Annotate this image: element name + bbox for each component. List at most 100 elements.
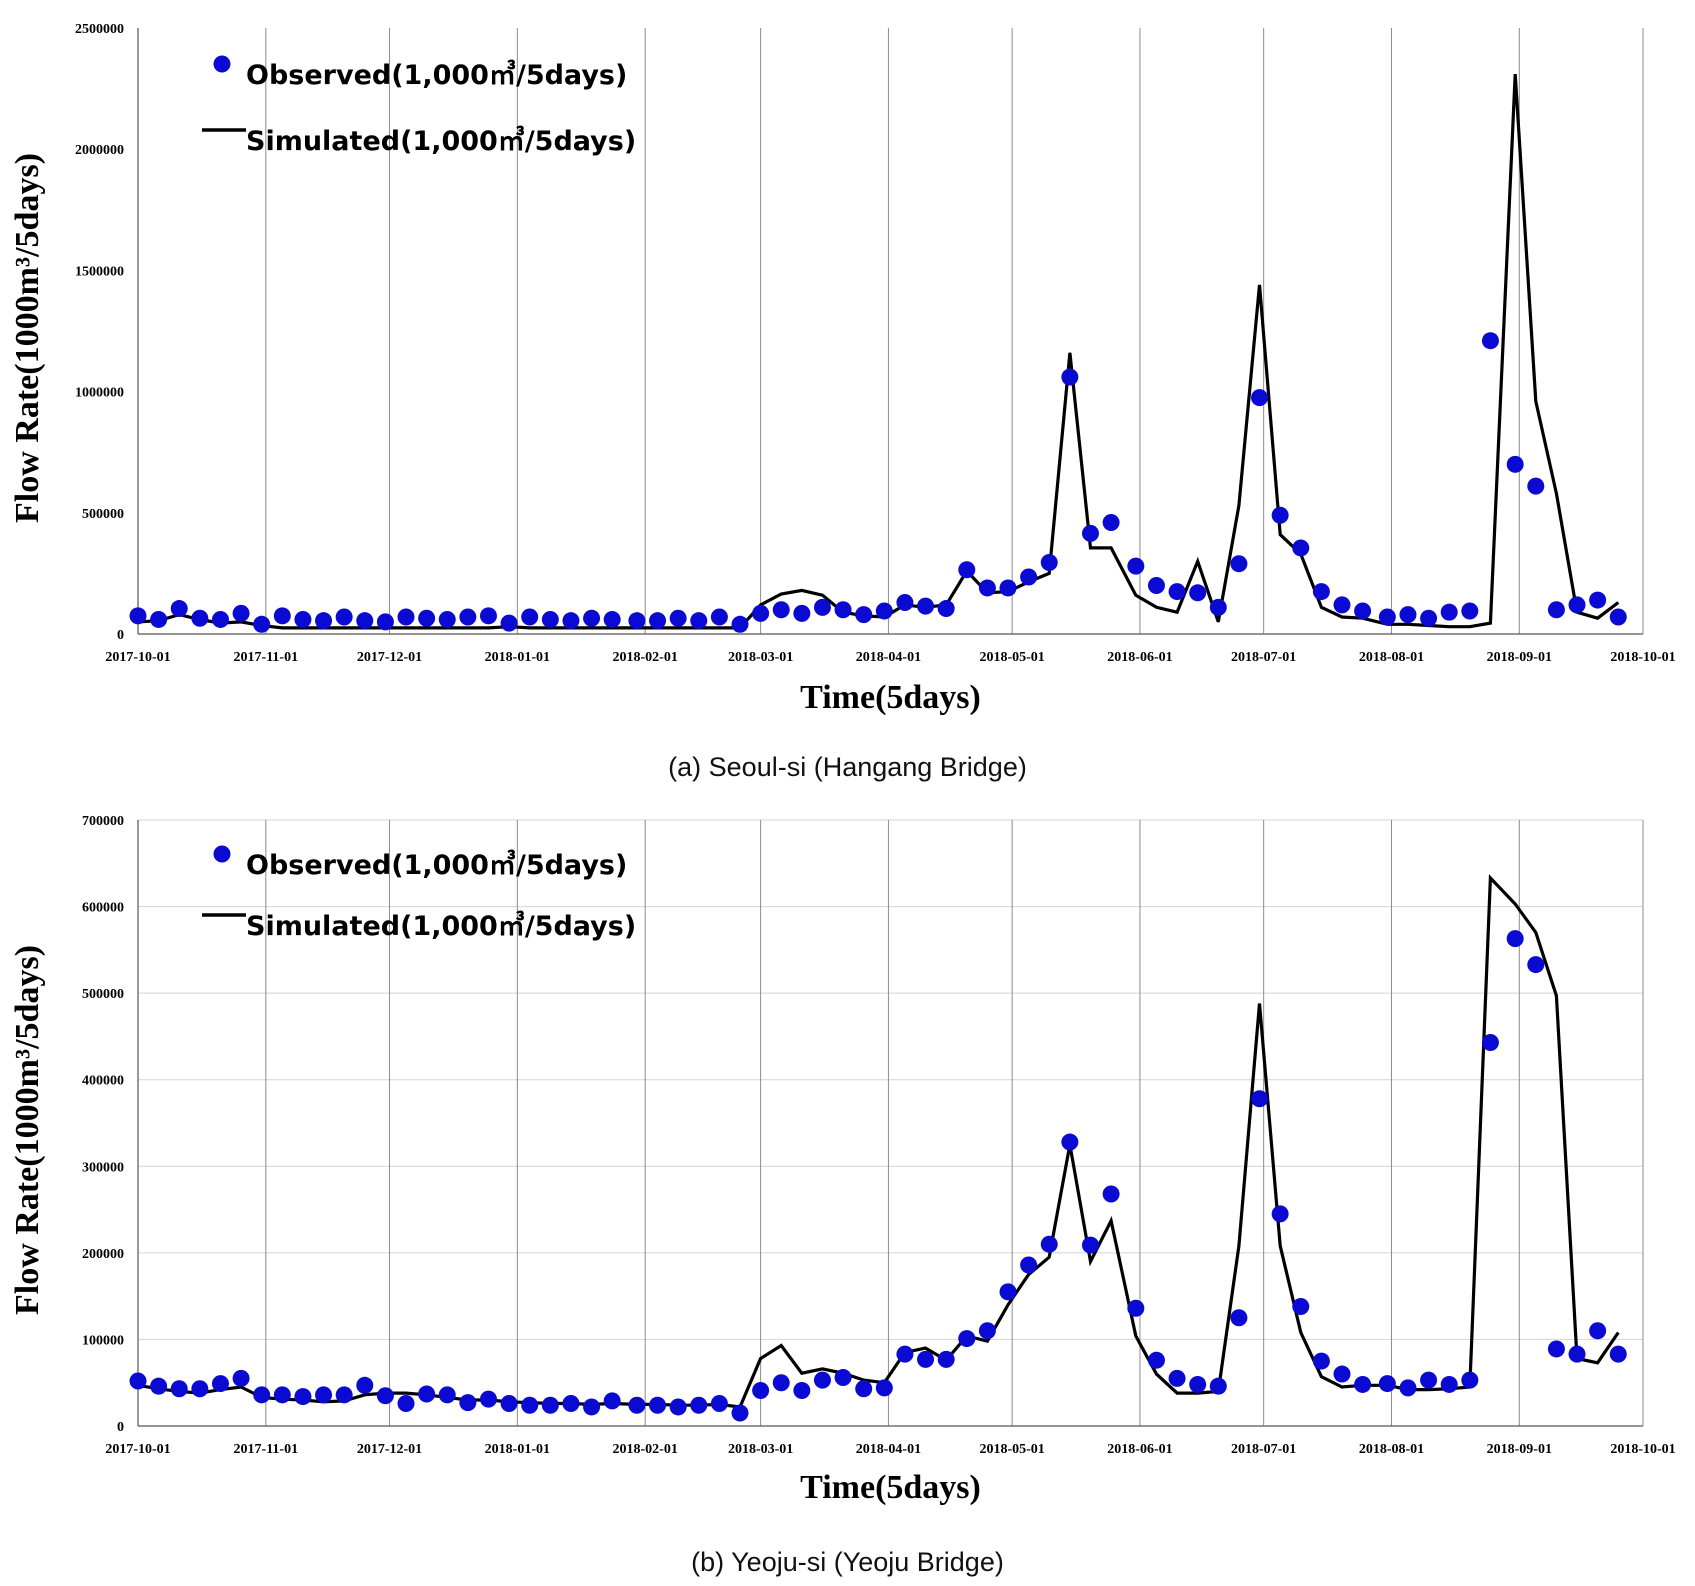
observed-point (603, 610, 621, 628)
observed-point (937, 600, 955, 618)
caption-a: (a) Seoul-si (Hangang Bridge) (668, 752, 1027, 782)
observed-point (356, 612, 374, 630)
x-tick-label: 2018-03-01 (728, 1442, 793, 1457)
x-axis-title: Time(5days) (800, 679, 981, 716)
observed-point (418, 1385, 436, 1403)
x-tick-label: 2017-10-01 (105, 650, 170, 665)
observed-point (752, 604, 770, 622)
observed-point (1292, 539, 1310, 557)
observed-point (628, 612, 646, 630)
observed-point (937, 1350, 955, 1368)
observed-point (1251, 389, 1269, 407)
observed-point (315, 1386, 333, 1404)
observed-point (772, 1374, 790, 1392)
observed-point (459, 608, 477, 626)
observed-point (1506, 455, 1524, 473)
legend-simulated-label: Simulated(1,000㎥/5days) (246, 125, 636, 157)
observed-point (896, 1345, 914, 1363)
observed-point (978, 1322, 996, 1340)
observed-point (1147, 577, 1165, 595)
observed-point (917, 1350, 935, 1368)
observed-point (1378, 1375, 1396, 1393)
observed-point (1420, 609, 1438, 627)
observed-point (562, 612, 580, 630)
observed-point (129, 1372, 147, 1390)
observed-point (875, 602, 893, 620)
observed-point (211, 1375, 229, 1393)
observed-point (418, 609, 436, 627)
observed-point (896, 593, 914, 611)
observed-point (855, 606, 873, 624)
observed-point (1399, 606, 1417, 624)
x-tick-label: 2018-09-01 (1487, 1442, 1552, 1457)
observed-point (978, 579, 996, 597)
observed-point (500, 1394, 518, 1412)
observed-point (1127, 557, 1145, 575)
observed-point (669, 1398, 687, 1416)
observed-point (1527, 477, 1545, 495)
x-tick-label: 2018-08-01 (1359, 650, 1424, 665)
panel-a: 0 500000 1000000 1500000 2000000 2500000 2017-… (9, 22, 1676, 782)
observed-point (1189, 1375, 1207, 1393)
observed-point (649, 612, 667, 630)
x-tick-label: 2018-07-01 (1231, 1442, 1296, 1457)
observed-point (1589, 1322, 1607, 1340)
observed-point (1147, 1351, 1165, 1369)
observed-point (731, 615, 749, 633)
observed-point (253, 1386, 271, 1404)
observed-point (731, 1404, 749, 1422)
observed-point (1081, 1236, 1099, 1254)
observed-point (583, 609, 601, 627)
observed-point (150, 1377, 168, 1395)
y-axis-title: Flow Rate(1000m³/5days) (9, 945, 46, 1315)
observed-point (1527, 956, 1545, 974)
observed-point (1506, 930, 1524, 948)
observed-point (999, 1283, 1017, 1301)
observed-point (690, 1396, 708, 1414)
observed-point (752, 1382, 770, 1400)
observed-point (232, 604, 250, 622)
observed-point (170, 600, 188, 618)
observed-point (958, 561, 976, 579)
observed-point (1609, 608, 1627, 626)
observed-point (1020, 1256, 1038, 1274)
x-tick-label: 2017-12-01 (357, 650, 422, 665)
observed-point (376, 1387, 394, 1405)
x-tick-label: 2018-10-01 (1610, 650, 1675, 665)
simulated-series-line (137, 73, 1620, 630)
y-tick-label: 500000 (82, 507, 124, 522)
observed-point (1481, 332, 1499, 350)
observed-point (1209, 1377, 1227, 1395)
x-tick-label: 2018-04-01 (856, 650, 921, 665)
legend-observed-label: Observed(1,000㎥/5days) (246, 849, 627, 881)
observed-point (1333, 596, 1351, 614)
chart-b-svg: 0 100000 200000 300000 400000 500000 600000 700… (9, 814, 1676, 1506)
observed-point (1271, 1205, 1289, 1223)
observed-point (813, 1371, 831, 1389)
observed-point (150, 610, 168, 628)
observed-point (1020, 568, 1038, 586)
observed-point (1168, 583, 1186, 601)
observed-point (397, 1394, 415, 1412)
observed-point (479, 1390, 497, 1408)
observed-point (917, 597, 935, 615)
observed-point (1081, 524, 1099, 542)
x-tick-label: 2018-08-01 (1359, 1442, 1424, 1457)
observed-point (1127, 1299, 1145, 1317)
observed-point (834, 601, 852, 619)
x-tick-label: 2018-01-01 (485, 650, 550, 665)
observed-point (999, 579, 1017, 597)
observed-point (793, 1382, 811, 1400)
y-axis-title: Flow Rate(1000m³/5days) (9, 153, 46, 523)
observed-point (1420, 1371, 1438, 1389)
observed-point (521, 608, 539, 626)
x-tick-label: 2018-02-01 (613, 650, 678, 665)
observed-point (521, 1396, 539, 1414)
y-tick-label: 200000 (82, 1247, 124, 1262)
y-tick-label: 600000 (82, 901, 124, 916)
observed-point (1061, 368, 1079, 386)
observed-point (1568, 596, 1586, 614)
observed-point (438, 1386, 456, 1404)
y-tick-label: 100000 (82, 1333, 124, 1348)
observed-point (459, 1394, 477, 1412)
